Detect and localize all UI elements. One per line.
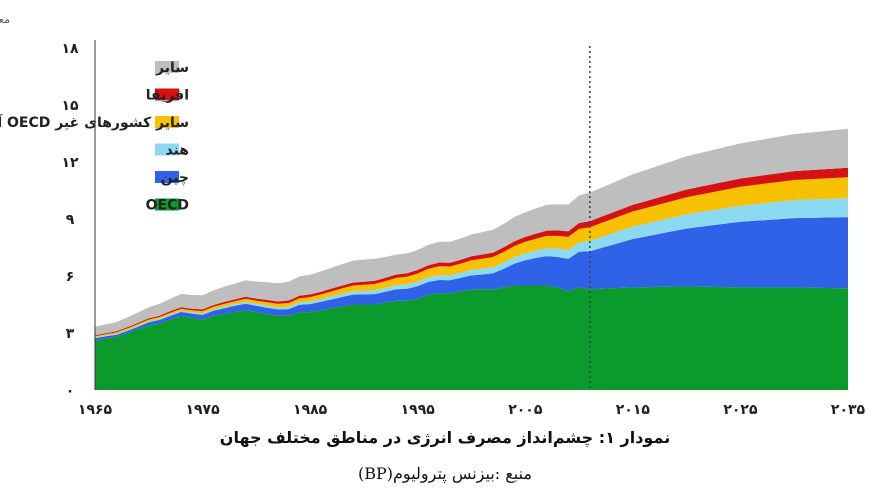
x-tick-label: ۱۹۸۵: [293, 402, 328, 418]
chart-area: معادل یک میلیارد تن نفت ۰ ۳ ۶ ۹ ۱۲ ۱۵ ۱۸ ۱۹۶۵ ۱۹…: [0, 13, 866, 418]
legend: سایر افریقا سایر کشورهای غیر OECD آسیایی هن…: [0, 60, 189, 214]
legend-swatch: [155, 143, 179, 156]
y-tick-label: ۹: [66, 212, 75, 228]
y-unit-label: معادل یک میلیارد تن نفت: [0, 13, 10, 26]
area-series-3: [95, 198, 848, 339]
y-tick-label: ۱۸: [61, 41, 79, 57]
figure-source: منبع :بیزنس پترولیوم(BP): [358, 464, 532, 483]
legend-label: چین: [161, 170, 189, 186]
area-series-4: [95, 177, 848, 338]
legend-swatch: [155, 198, 179, 211]
axes-group: ۰ ۳ ۶ ۹ ۱۲ ۱۵ ۱۸ ۱۹۶۵ ۱۹۷۵ ۱۹۸۵ ۱۹۹۵ ۲۰۰۵ ۲۰۱۵ ۲۰۲۵ ۲۰…: [61, 40, 866, 418]
area-series-2: [95, 217, 848, 341]
legend-label: سایر کشورهای غیر OECD آسیایی: [0, 113, 189, 131]
legend-swatch: [155, 88, 179, 101]
x-tick-label: ۲۰۱۵: [616, 402, 651, 418]
legend-swatch: [155, 61, 179, 73]
area-series-group: [95, 128, 848, 390]
x-tick-label: ۲۰۰۵: [508, 402, 543, 418]
figure-title: نمودار ۱: چشم‌انداز مصرف انرژی در مناطق …: [219, 428, 671, 447]
y-tick-label: ۳: [66, 326, 75, 342]
y-tick-label: ۶: [66, 269, 75, 285]
legend-label: سایر: [155, 60, 189, 76]
x-tick-label: ۱۹۹۵: [401, 402, 436, 418]
x-tick-label: ۲۰۳۵: [831, 402, 866, 418]
y-tick-label: ۰: [66, 383, 75, 399]
x-tick-label: ۲۰۲۵: [723, 402, 758, 418]
y-tick-label: ۱۲: [61, 155, 79, 171]
legend-label: افریقا: [146, 88, 189, 104]
x-tick-label: ۱۹۷۵: [185, 402, 220, 418]
area-series-6: [95, 128, 848, 336]
x-tick-label: ۱۹۶۵: [78, 402, 113, 418]
legend-swatch: [155, 171, 179, 183]
y-tick-label: ۱۵: [61, 98, 79, 114]
area-series-1: [95, 285, 848, 390]
legend-label: OECD: [146, 198, 189, 214]
legend-label: هند: [165, 143, 189, 159]
stacked-area-chart: معادل یک میلیارد تن نفت ۰ ۳ ۶ ۹ ۱۲ ۱۵ ۱۸ ۱۹۶۵ ۱۹…: [0, 13, 866, 418]
legend-swatch: [155, 116, 179, 128]
